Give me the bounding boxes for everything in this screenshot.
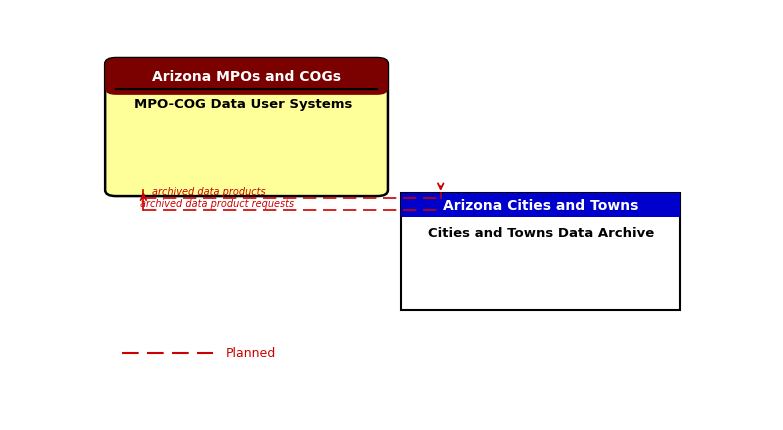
Bar [402, 194, 680, 310]
Text: archived data products: archived data products [153, 187, 266, 197]
FancyBboxPatch shape [105, 59, 388, 197]
Text: Cities and Towns Data Archive: Cities and Towns Data Archive [428, 226, 654, 239]
FancyBboxPatch shape [105, 59, 388, 95]
Bar [116, 76, 377, 90]
Text: archived data product requests: archived data product requests [140, 199, 294, 209]
Text: Planned: Planned [226, 347, 276, 359]
Text: MPO-COG Data User Systems: MPO-COG Data User Systems [135, 98, 352, 111]
Text: Arizona Cities and Towns: Arizona Cities and Towns [443, 199, 639, 213]
Bar [402, 194, 680, 218]
Text: Arizona MPOs and COGs: Arizona MPOs and COGs [152, 70, 341, 84]
